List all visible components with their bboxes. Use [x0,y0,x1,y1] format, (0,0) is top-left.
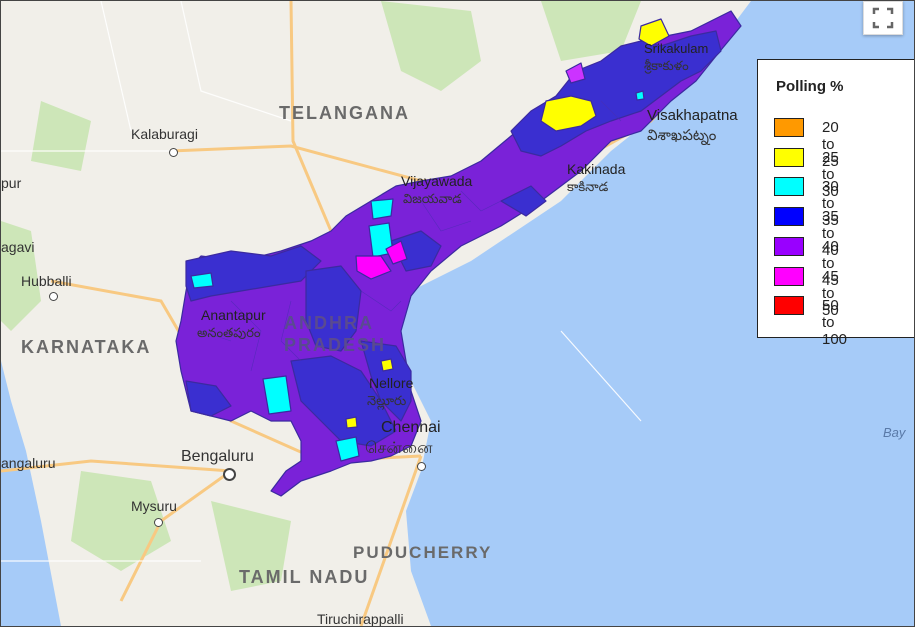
legend: Polling % 20 to 25 25 to 30 30 to 35 35 to … [757,59,914,348]
city-label-tiruchirappalli: Tiruchirappalli [317,611,404,627]
fullscreen-icon [872,7,894,29]
region-blue-south [290,355,397,447]
region-magenta-center [355,255,392,280]
city-label-pur: pur [1,175,22,191]
forest-areas [1,1,641,591]
city-label-bengaluru: Bengaluru [181,448,254,465]
region-cyan-south [262,375,292,415]
city-label-kalaburagi: Kalaburagi [131,126,198,142]
district-borders [200,100,622,372]
minor-roads [1,1,642,562]
state-label-andhra: ANDHRA [284,313,374,333]
andhra-pradesh-regions [175,10,742,497]
city-label-hubballi: Hubballi [21,273,72,289]
city-label-vijayawada: Vijayawada [401,173,473,189]
region-cyan-west [190,272,214,289]
region-blue-coast [500,185,547,217]
region-cyan-chennai [335,436,360,462]
city-label-anantapur-te: అనంతపురం [197,325,261,340]
city-label-mysuru: Mysuru [131,498,177,514]
region-yellow-chennai [345,416,358,429]
legend-label: 35 to 40 [822,208,839,260]
region-magenta-east [385,240,408,265]
state-label-pradesh: PRADESH [284,335,387,355]
city-dot-mysuru [154,518,163,527]
legend-swatch [774,118,804,137]
water-label-bay: Bay [883,425,906,440]
legend-title: Polling % [776,78,844,95]
city-label-mangaluru: angaluru [1,455,56,471]
city-label-chennai-ta: சென்னை [365,440,433,457]
city-label-nellore: Nellore [369,375,414,391]
region-blue-central [305,265,362,352]
region-cyan-east [635,90,645,101]
region-blue-mid [390,230,442,272]
city-label-vijayawada-te: విజయవాడ [403,191,462,206]
legend-label: 50 to 100 [822,297,848,349]
region-blue-west [185,245,322,302]
legend-label: 25 to 30 [822,148,839,200]
legend-swatch [774,236,804,256]
fullscreen-button[interactable] [863,1,903,35]
legend-swatch [774,266,804,286]
city-label-kakinada-te: కాకినాడ [567,179,609,194]
region-magenta-north [565,62,586,84]
city-label-visakhapatnam-te: విశాఖపట్నం [647,127,717,144]
state-label-puducherry: PUDUCHERRY [353,543,493,562]
legend-swatch [774,177,804,197]
state-label-tamil-nadu: TAMIL NADU [239,567,370,587]
state-label-karnataka: KARNATAKA [21,337,152,357]
city-dot-bengaluru [223,468,236,481]
city-dot-kalaburagi [169,148,178,157]
city-label-anantapur: Anantapur [201,307,266,323]
legend-label: 45 to 50 [822,267,839,319]
city-label-kakinada: Kakinada [567,161,626,177]
city-label-nellore-te: నెల్లూరు [367,393,407,408]
region-yellow-nellore [380,358,394,372]
state-label-telangana: TELANGANA [279,103,410,123]
legend-label: 40 to 45 [822,237,839,289]
legend-label: 30 to 35 [822,178,839,230]
legend-swatch [774,296,804,316]
region-blue-southeast [360,340,412,422]
city-label-visakhapatnam: Visakhapatna [647,107,738,124]
region-blue-southwest [185,380,232,417]
city-label-agavi: agavi [1,239,35,255]
legend-swatch [774,207,804,227]
city-dot-chennai [417,462,426,471]
city-label-srikakulam-te: శ్రీకాకుళం [644,58,689,73]
region-cyan-north [370,198,394,220]
legend-swatch [774,147,804,167]
city-dot-hubballi [49,292,58,301]
arabian-sea-water [1,361,61,626]
city-label-srikakulam: Srikakulam [644,41,709,56]
city-label-chennai: Chennai [381,419,441,436]
region-yellow-north [638,18,670,47]
region-yellow-visakha [540,95,597,132]
legend-label: 20 to 25 [822,119,839,170]
